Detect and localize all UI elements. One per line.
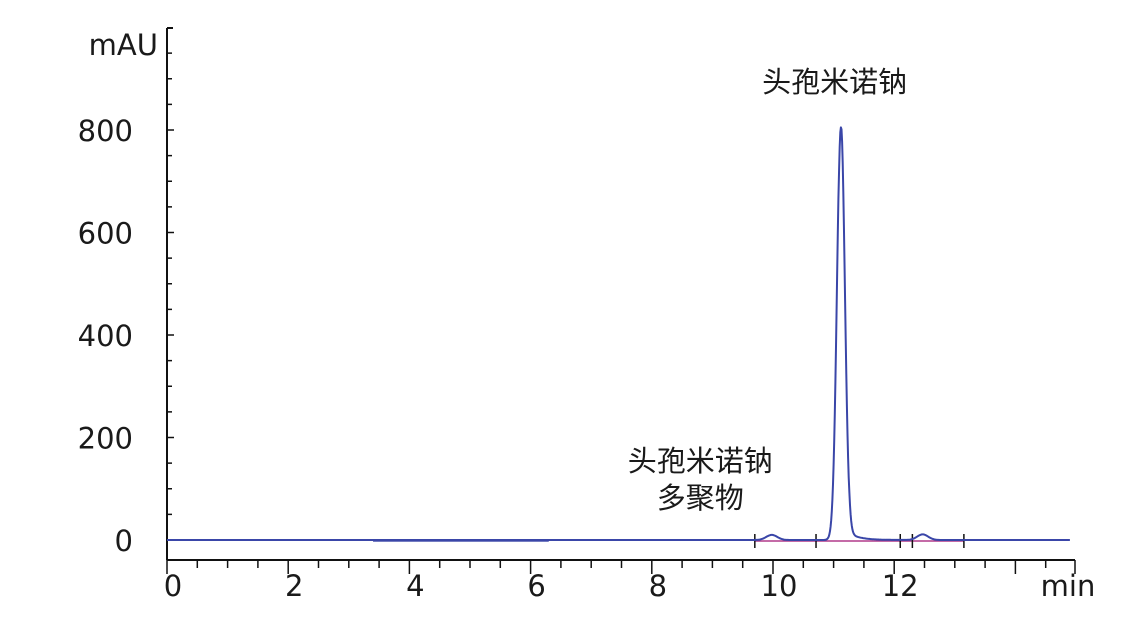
- x-tick-label: 6: [527, 569, 545, 603]
- x-tick-label: 2: [285, 569, 303, 603]
- x-tick-label: 10: [761, 569, 798, 603]
- y-tick-label: 800: [78, 114, 133, 148]
- peak-annotation: 头孢米诺钠: [628, 444, 773, 478]
- y-tick-label: 400: [78, 319, 133, 353]
- y-tick-label: 0: [115, 524, 133, 558]
- x-tick-label: 12: [882, 569, 919, 603]
- x-tick-label: 8: [649, 569, 667, 603]
- signal-trace: [166, 126, 1071, 541]
- peak-annotation: 头孢米诺钠: [762, 65, 907, 99]
- y-axis-label: mAU: [89, 28, 158, 62]
- axes: 0 200 400 600 800 0 2 4 6 8 10 12: [78, 27, 1076, 603]
- x-tick-label: 4: [406, 569, 424, 603]
- y-tick-label: 600: [78, 217, 133, 251]
- peak-annotation: 多聚物: [657, 481, 744, 515]
- plot-area: [166, 126, 1071, 548]
- y-tick-label: 200: [78, 422, 133, 456]
- x-axis-label: min: [1041, 569, 1096, 603]
- x-tick-label: 0: [164, 569, 182, 603]
